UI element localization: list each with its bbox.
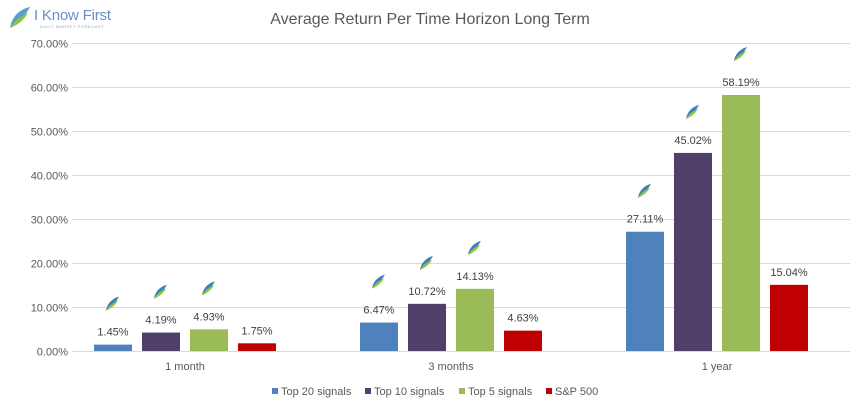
x-tick-label: 1 year <box>702 361 733 373</box>
data-label: 4.93% <box>193 311 224 323</box>
data-label: 10.72% <box>408 286 446 298</box>
brand-name: I Know First <box>34 7 111 24</box>
logo-leaf-icon <box>372 274 385 289</box>
bar-logos <box>106 46 747 311</box>
legend-label: Top 20 signals <box>281 386 352 398</box>
bar <box>142 332 180 351</box>
chart-title: Average Return Per Time Horizon Long Ter… <box>270 11 590 28</box>
y-tick-label: 70.00% <box>31 39 69 51</box>
logo-leaf-icon <box>638 183 651 198</box>
legend: Top 20 signals Top 10 signals Top 5 signal… <box>272 386 598 398</box>
bar <box>626 231 664 351</box>
data-label: 14.13% <box>456 271 494 283</box>
bar <box>722 94 760 352</box>
y-tick-label: 30.00% <box>31 215 69 227</box>
x-axis: 1 month 3 months 1 year <box>165 361 732 373</box>
data-label: 27.11% <box>627 214 664 226</box>
y-axis: 0.00% 10.00% 20.00% 30.00% 40.00% 50.00% 60.00… <box>31 39 69 359</box>
y-tick-label: 0.00% <box>37 347 68 359</box>
bar <box>456 288 494 351</box>
brand-leaf-icon <box>10 7 30 28</box>
logo-leaf-icon <box>420 255 433 270</box>
logo-leaf-icon <box>686 104 699 119</box>
bar <box>770 284 808 351</box>
bar <box>360 322 398 351</box>
y-tick-label: 20.00% <box>31 259 69 271</box>
data-labels: 1.45% 4.19% 4.93% 1.75% 6.47% 10.72% 14.13% 4.6… <box>97 77 807 339</box>
bar <box>408 303 446 351</box>
bar <box>504 330 542 351</box>
data-label: 58.19% <box>722 77 760 89</box>
brand-tagline: DAILY MARKET FORECAST <box>40 24 105 29</box>
bar <box>94 344 132 351</box>
logo-leaf-icon <box>202 281 215 296</box>
legend-swatch <box>546 388 552 394</box>
legend-label: Top 5 signals <box>468 386 533 398</box>
legend-label: S&P 500 <box>555 386 598 398</box>
y-tick-label: 50.00% <box>31 127 69 139</box>
legend-swatch <box>365 388 371 394</box>
y-tick-label: 40.00% <box>31 171 69 183</box>
y-tick-label: 10.00% <box>31 303 69 315</box>
data-label: 4.63% <box>507 313 538 325</box>
legend-label: Top 10 signals <box>374 386 445 398</box>
data-label: 15.04% <box>770 267 808 279</box>
x-tick-label: 1 month <box>165 361 205 373</box>
data-label: 4.19% <box>145 315 176 327</box>
bar <box>190 329 228 351</box>
x-tick-label: 3 months <box>428 361 474 373</box>
data-label: 6.47% <box>363 305 394 317</box>
logo-leaf-icon <box>468 240 481 255</box>
data-label: 1.75% <box>241 325 272 337</box>
data-label: 45.02% <box>674 135 712 147</box>
bar <box>238 343 276 351</box>
brand-logo: I Know First DAILY MARKET FORECAST <box>6 4 126 32</box>
bar <box>674 152 712 351</box>
legend-swatch <box>459 388 465 394</box>
logo-leaf-icon <box>734 46 747 61</box>
bars <box>94 94 808 352</box>
logo-leaf-icon <box>154 284 167 299</box>
y-tick-label: 60.00% <box>31 83 69 95</box>
legend-swatch <box>272 388 278 394</box>
logo-leaf-icon <box>106 296 119 311</box>
data-label: 1.45% <box>97 327 128 339</box>
